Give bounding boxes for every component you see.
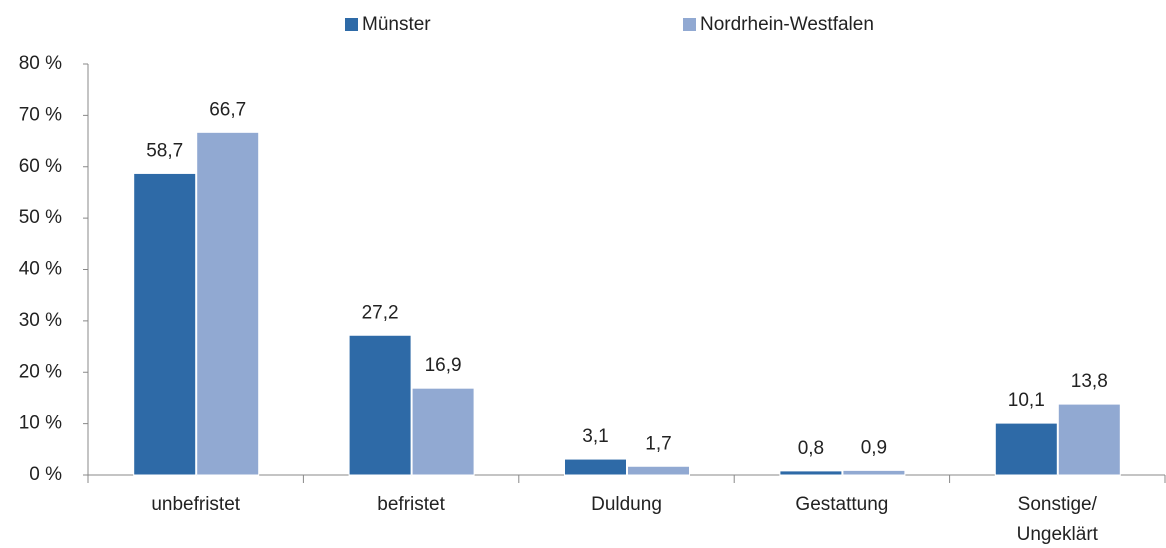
- x-tick-label: Sonstige/Ungeklärt: [1017, 494, 1099, 545]
- value-label: 0,9: [861, 437, 887, 458]
- legend-swatch: [683, 18, 696, 31]
- y-tick-label: 70 %: [19, 104, 62, 125]
- legend-label: Nordrhein-Westfalen: [700, 14, 874, 35]
- bar: [348, 334, 412, 476]
- y-tick-label: 30 %: [19, 310, 62, 331]
- y-tick-label: 80 %: [19, 53, 62, 74]
- bar: [411, 387, 475, 476]
- y-tick-label: 20 %: [19, 361, 62, 382]
- value-label: 27,2: [362, 302, 399, 323]
- bar: [196, 131, 260, 476]
- bar: [627, 465, 690, 476]
- legend-swatch: [345, 18, 358, 31]
- bar: [779, 470, 843, 476]
- legend-label: Münster: [362, 14, 431, 35]
- x-tick-label: Duldung: [591, 494, 662, 515]
- value-label: 0,8: [798, 438, 824, 459]
- x-tick-label: Gestattung: [795, 494, 888, 515]
- bar: [1057, 403, 1121, 476]
- bar: [133, 172, 197, 476]
- value-label: 16,9: [425, 355, 462, 376]
- y-tick-label: 10 %: [19, 413, 62, 434]
- value-label: 10,1: [1008, 390, 1045, 411]
- value-label: 1,7: [645, 433, 671, 454]
- value-label: 3,1: [582, 426, 608, 447]
- x-tick-label: befristet: [377, 494, 445, 515]
- bar: [842, 469, 906, 476]
- y-tick-label: 50 %: [19, 207, 62, 228]
- value-label: 58,7: [146, 140, 183, 161]
- y-tick-label: 0 %: [29, 464, 62, 485]
- y-tick-label: 60 %: [19, 156, 62, 177]
- x-tick-label: unbefristet: [151, 494, 240, 515]
- bar: [994, 422, 1058, 476]
- y-tick-label: 40 %: [19, 259, 62, 280]
- value-label: 13,8: [1071, 371, 1108, 392]
- value-label: 66,7: [209, 99, 246, 120]
- bar: [564, 458, 627, 476]
